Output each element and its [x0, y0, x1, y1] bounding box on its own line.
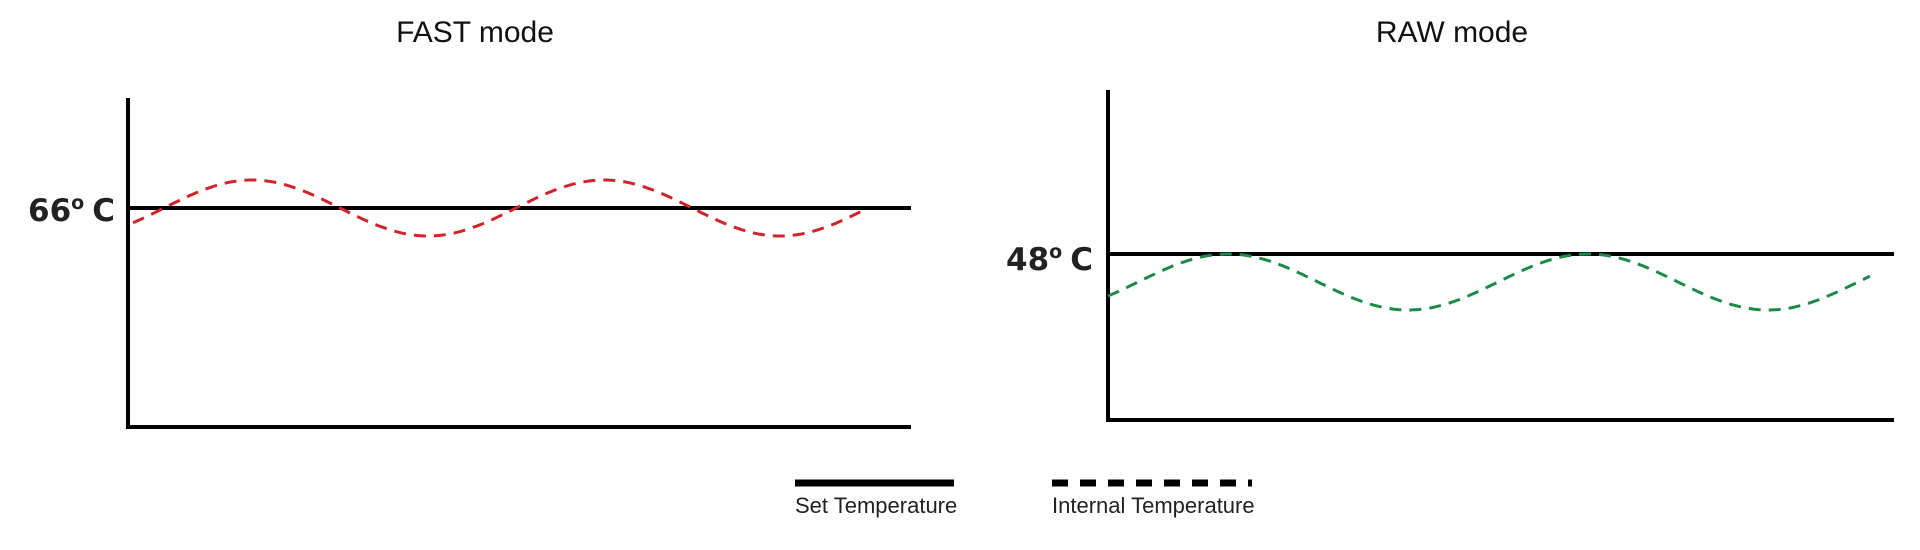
legend: Set Temperature Internal Temperature [795, 479, 1255, 518]
raw-mode-chart: RAW mode 48o C [1006, 16, 1894, 422]
raw-mode-title: RAW mode [1376, 16, 1528, 49]
fast-mode-set-temperature-label: 66o C [28, 192, 115, 229]
fast-degree-symbol: o [71, 192, 84, 214]
fast-mode-internal-temperature-line [132, 178, 868, 238]
raw-temp-value: 48 [1006, 242, 1049, 278]
raw-degree-symbol: o [1049, 241, 1062, 263]
raw-mode-set-temperature-label: 48o C [1006, 241, 1093, 278]
legend-internal-temperature-label: Internal Temperature [1052, 493, 1255, 518]
fast-temp-value: 66 [28, 193, 71, 229]
raw-temp-unit: C [1070, 242, 1093, 278]
fast-mode-chart: FAST mode 66o C [28, 16, 911, 429]
fast-mode-title: FAST mode [396, 16, 554, 49]
legend-set-temperature-label: Set Temperature [795, 493, 957, 518]
fast-temp-unit: C [92, 193, 115, 229]
raw-mode-internal-temperature-line [1107, 252, 1871, 312]
